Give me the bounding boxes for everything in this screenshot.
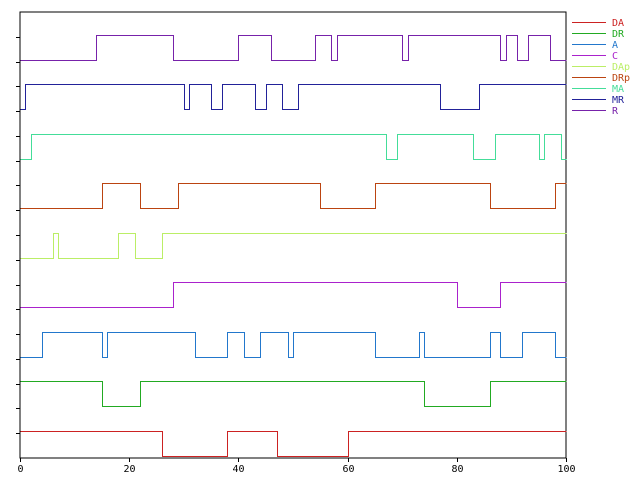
y-axis-ticks: [16, 37, 20, 434]
legend-label-dap: DAp: [612, 62, 630, 73]
series-lines: [20, 35, 567, 457]
legend-label-a: A: [612, 40, 618, 51]
legend-label-c: C: [612, 51, 618, 62]
plot-frame: [19, 11, 567, 459]
x-axis-ticks: 0 20 40 60 80 100: [17, 458, 576, 475]
legend-label-r: R: [612, 106, 619, 117]
series-line-c: [20, 282, 567, 308]
x-tick-label: 0: [17, 464, 23, 475]
x-tick-label: 80: [451, 464, 463, 475]
series-line-mr: [20, 84, 567, 110]
x-tick-label: 20: [123, 464, 135, 475]
series-line-a: [20, 332, 567, 358]
series-line-r: [20, 35, 567, 61]
series-line-drp: [20, 183, 567, 209]
series-line-dap: [20, 233, 567, 259]
series-line-ma: [20, 134, 567, 160]
series-line-da: [20, 431, 567, 457]
legend-label-da: DA: [612, 18, 624, 29]
x-tick-label: 60: [342, 464, 354, 475]
legend-label-ma: MA: [612, 84, 624, 95]
x-tick-label: 40: [232, 464, 244, 475]
series-line-dr: [20, 381, 567, 407]
legend-label-drp: DRp: [612, 73, 630, 84]
legend-label-dr: DR: [612, 29, 625, 40]
x-tick-label: 100: [557, 464, 575, 475]
legend-label-mr: MR: [612, 95, 625, 106]
plot-border: [19, 11, 567, 459]
